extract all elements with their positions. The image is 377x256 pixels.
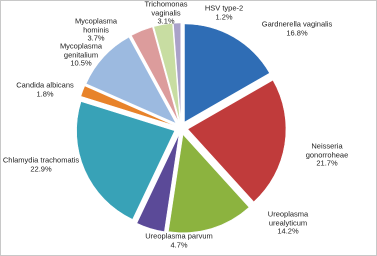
- value-label: 1.8%: [36, 89, 54, 98]
- category-label: Mycoplasma hominis: [74, 16, 118, 34]
- value-label: 10.5%: [70, 58, 92, 68]
- category-label: HSV type-2: [204, 3, 244, 13]
- slice-label: Neisseria gonorroheae 21.7%: [292, 142, 362, 168]
- category-label: Ureoplasma urealyticum: [267, 209, 309, 227]
- category-label: Neisseria gonorroheae: [305, 141, 349, 159]
- value-label: 22.9%: [30, 164, 52, 173]
- value-label: 14.2%: [277, 226, 299, 236]
- pie-slice: [173, 22, 181, 122]
- value-label: 3.1%: [157, 16, 175, 26]
- pie-slice: [187, 79, 287, 203]
- slice-label: Chlamydia trachomatis 22.9%: [1, 155, 81, 174]
- value-label: 16.8%: [286, 28, 308, 37]
- value-label: 1.2%: [215, 12, 233, 21]
- slice-label: Ureoplasma urealyticum 14.2%: [258, 210, 318, 236]
- category-label: Trichomonas vaginalis: [144, 0, 188, 17]
- slice-label: Mycoplasma hominis 3.7%: [66, 17, 126, 43]
- pie-slice: [153, 23, 181, 122]
- category-label: Candida albicans: [16, 80, 74, 90]
- slice-label: Candida albicans 1.8%: [15, 80, 75, 99]
- pie-slice: [184, 23, 270, 123]
- category-label: Gardnerella vaginalis: [261, 19, 333, 29]
- pie-slice: [85, 36, 177, 124]
- slice-label: Ureoplasma parvum 4.7%: [144, 231, 214, 250]
- category-label: Mycoplasma genitalium: [59, 41, 103, 59]
- slice-label: Gardnerella vaginalis 16.8%: [257, 19, 337, 38]
- slice-label: Trichomonas vaginalis 3.1%: [131, 0, 201, 26]
- pie-slice: [80, 85, 175, 126]
- slice-label: Mycoplasma genitalium 10.5%: [56, 42, 106, 68]
- pie-slice: [168, 134, 250, 233]
- category-label: Chlamydia trachomatis: [2, 155, 80, 165]
- slice-label: HSV type-2 1.2%: [204, 3, 244, 22]
- pie-slice: [76, 101, 175, 220]
- category-label: Ureoplasma parvum: [145, 231, 213, 241]
- value-label: 21.7%: [316, 158, 338, 168]
- value-label: 4.7%: [170, 240, 188, 249]
- pie-slice: [131, 26, 179, 122]
- value-label: 3.7%: [87, 33, 105, 43]
- pie-slice: [136, 134, 180, 232]
